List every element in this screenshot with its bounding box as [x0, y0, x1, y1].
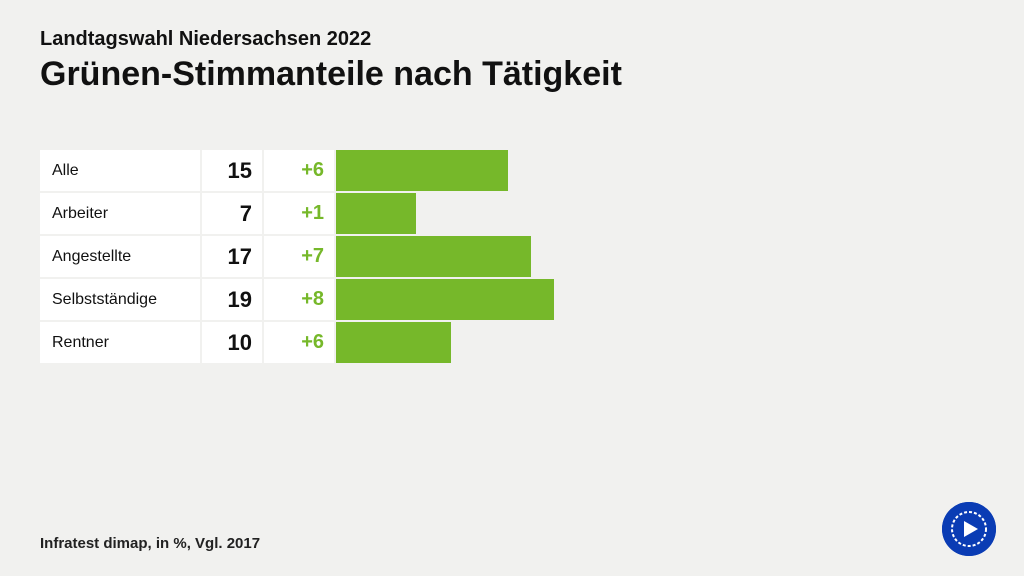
row-label: Arbeiter: [40, 193, 200, 234]
row-change: +7: [264, 236, 334, 277]
bar-cell: [336, 150, 680, 191]
bar-chart: Alle15+6Arbeiter7+1Angestellte17+7Selbst…: [40, 150, 680, 363]
chart-title: Grünen-Stimmanteile nach Tätigkeit: [40, 55, 984, 94]
bar: [336, 322, 451, 363]
row-value: 7: [202, 193, 262, 234]
table-row: Selbstständige19+8: [40, 279, 680, 320]
row-label: Alle: [40, 150, 200, 191]
bar-cell: [336, 279, 680, 320]
bar-cell: [336, 322, 680, 363]
bar-cell: [336, 193, 680, 234]
bar: [336, 279, 554, 320]
header: Landtagswahl Niedersachsen 2022 Grünen-S…: [0, 0, 1024, 94]
row-label: Selbstständige: [40, 279, 200, 320]
table-row: Alle15+6: [40, 150, 680, 191]
broadcaster-logo: [942, 502, 996, 556]
row-label: Angestellte: [40, 236, 200, 277]
row-label: Rentner: [40, 322, 200, 363]
supertitle: Landtagswahl Niedersachsen 2022: [40, 28, 984, 51]
row-change: +6: [264, 322, 334, 363]
bar: [336, 236, 531, 277]
source-attribution: Infratest dimap, in %, Vgl. 2017: [40, 535, 260, 552]
bar: [336, 150, 508, 191]
table-row: Rentner10+6: [40, 322, 680, 363]
ard-logo-icon: [942, 502, 996, 556]
row-value: 17: [202, 236, 262, 277]
bar: [336, 193, 416, 234]
row-change: +1: [264, 193, 334, 234]
row-value: 15: [202, 150, 262, 191]
row-value: 10: [202, 322, 262, 363]
row-value: 19: [202, 279, 262, 320]
bar-cell: [336, 236, 680, 277]
row-change: +8: [264, 279, 334, 320]
table-row: Arbeiter7+1: [40, 193, 680, 234]
table-row: Angestellte17+7: [40, 236, 680, 277]
row-change: +6: [264, 150, 334, 191]
